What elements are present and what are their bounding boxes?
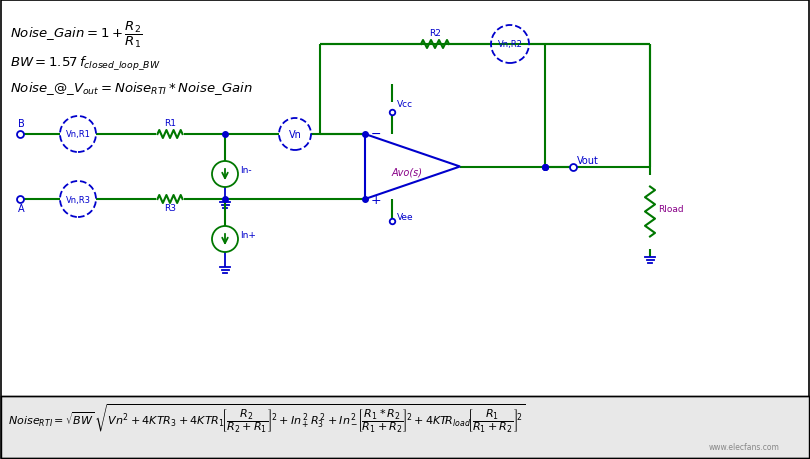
- Text: R1: R1: [164, 119, 176, 128]
- Text: Vn,R3: Vn,R3: [66, 195, 91, 204]
- Text: Vout: Vout: [577, 155, 599, 165]
- Bar: [1, 396, 809, 458]
- Text: Vn: Vn: [288, 130, 301, 140]
- Text: R2: R2: [429, 29, 441, 38]
- Text: Vn,R1: Vn,R1: [66, 130, 91, 139]
- Text: −: −: [371, 127, 382, 140]
- Text: In-: In-: [240, 166, 252, 174]
- Text: Rload: Rload: [658, 205, 684, 214]
- Text: $Noise\_@\_V_{out} = Noise_{RTI} * Noise\_Gain$: $Noise\_@\_V_{out} = Noise_{RTI} * Noise…: [10, 80, 253, 97]
- Text: $Noise_{RTI} = \sqrt{BW}\,\sqrt{Vn^2 + 4KTR_3 + 4KTR_1\!\left[\dfrac{R_2}{R_2+R_: $Noise_{RTI} = \sqrt{BW}\,\sqrt{Vn^2 + 4…: [8, 401, 526, 434]
- Text: A: A: [18, 203, 24, 213]
- Text: Vn,R2: Vn,R2: [497, 40, 522, 50]
- Text: Avo(s): Avo(s): [392, 167, 423, 177]
- Text: Vcc: Vcc: [397, 100, 413, 109]
- Text: In+: In+: [240, 230, 256, 240]
- Text: +: +: [371, 194, 382, 207]
- Text: Vee: Vee: [397, 213, 413, 222]
- Text: B: B: [18, 119, 25, 129]
- Text: www.elecfans.com: www.elecfans.com: [709, 442, 780, 451]
- Text: R3: R3: [164, 203, 176, 213]
- Text: $BW = 1.57\,f_{closed\_loop\_BW}$: $BW = 1.57\,f_{closed\_loop\_BW}$: [10, 55, 160, 73]
- Text: $Noise\_Gain = 1+\dfrac{R_2}{R_1}$: $Noise\_Gain = 1+\dfrac{R_2}{R_1}$: [10, 20, 143, 50]
